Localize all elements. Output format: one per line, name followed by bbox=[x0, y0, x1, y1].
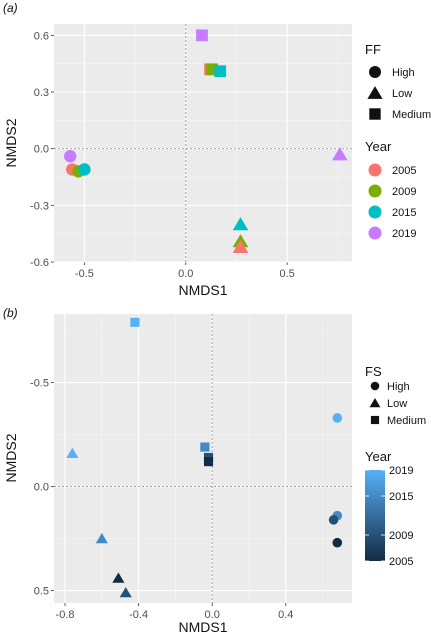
x-tick-label: -0.5 bbox=[75, 268, 94, 280]
x-axis-label: NMDS1 bbox=[178, 619, 227, 635]
legend-key bbox=[370, 415, 380, 425]
plot-background bbox=[54, 24, 352, 262]
chart-panel-b: -0.8 -0.4 0.0 0.4 -0.5 0.0 0.5 NMDS1 NMDS2 (b) FS H… bbox=[3, 306, 426, 635]
panel-label: (a) bbox=[3, 1, 18, 15]
legend-key bbox=[369, 108, 381, 120]
shape-legend-title: FS bbox=[365, 364, 382, 379]
data-point bbox=[332, 413, 343, 423]
data-point bbox=[112, 572, 125, 583]
color-bar-label: 2019 bbox=[389, 465, 413, 477]
y-tick-label: -0.6 bbox=[30, 257, 49, 269]
data-point bbox=[66, 447, 79, 458]
data-point bbox=[332, 537, 343, 548]
legend-label: 2015 bbox=[392, 207, 416, 219]
legend-key bbox=[370, 381, 380, 391]
legend-label: High bbox=[387, 381, 410, 393]
shape-legend-title: FF bbox=[365, 42, 381, 57]
legend-label: Medium bbox=[392, 109, 431, 121]
color-legend-title: Year bbox=[365, 139, 392, 154]
data-point bbox=[331, 147, 348, 161]
legend-key bbox=[368, 163, 382, 177]
y-tick-label: -0.5 bbox=[30, 378, 49, 390]
chart-panel-a: -0.5 0.0 0.5 -0.6 -0.3 0.0 0.3 0.6 NMDS1 NMDS2 (a)… bbox=[3, 1, 431, 298]
x-tick-label: -0.8 bbox=[56, 609, 75, 621]
plot-background bbox=[54, 314, 352, 603]
data-point bbox=[119, 587, 132, 598]
legend-label: 2019 bbox=[392, 228, 416, 240]
color-bar-label: 2005 bbox=[389, 556, 413, 568]
legend-key bbox=[369, 398, 381, 408]
color-bar-label: 2009 bbox=[389, 530, 413, 542]
y-tick-label: 0.0 bbox=[34, 144, 49, 156]
x-axis-label: NMDS1 bbox=[178, 282, 227, 298]
y-axis-label: NMDS2 bbox=[3, 433, 19, 482]
data-point bbox=[328, 515, 339, 525]
x-tick-label: -0.4 bbox=[129, 609, 148, 621]
data-point bbox=[200, 442, 210, 452]
data-point bbox=[232, 239, 249, 253]
legend-label: 2009 bbox=[392, 186, 416, 198]
legend-label: 2005 bbox=[392, 165, 416, 177]
y-axis-label: NMDS2 bbox=[3, 118, 19, 167]
y-tick-label: -0.3 bbox=[30, 200, 49, 212]
data-point bbox=[130, 317, 140, 327]
y-tick-label: 0.5 bbox=[34, 586, 49, 598]
data-point bbox=[206, 63, 219, 76]
legend-label: Medium bbox=[387, 415, 426, 427]
legend-key bbox=[368, 226, 382, 240]
x-tick-label: 0.0 bbox=[178, 268, 193, 280]
x-tick-label: 0.0 bbox=[205, 609, 220, 621]
data-point bbox=[232, 217, 249, 231]
legend-key bbox=[367, 86, 383, 99]
y-tick-label: 0.3 bbox=[34, 87, 49, 99]
legend-label: High bbox=[392, 67, 415, 79]
x-tick-label: 0.4 bbox=[278, 609, 293, 621]
y-tick-label: 0.6 bbox=[34, 30, 49, 42]
legend-label: Low bbox=[392, 88, 412, 100]
data-point bbox=[203, 457, 214, 467]
data-point bbox=[196, 29, 208, 42]
panel-label: (b) bbox=[3, 306, 18, 320]
legend-key bbox=[368, 205, 382, 219]
data-point bbox=[95, 533, 108, 544]
legend-label: Low bbox=[387, 398, 407, 410]
data-point bbox=[78, 163, 91, 176]
color-legend-title: Year bbox=[365, 449, 392, 464]
legend-key bbox=[368, 184, 382, 198]
x-tick-label: 0.5 bbox=[279, 268, 294, 280]
data-point bbox=[214, 65, 227, 78]
y-tick-label: 0.0 bbox=[34, 482, 49, 494]
data-point bbox=[64, 150, 77, 163]
color-bar bbox=[365, 470, 385, 561]
color-bar-label: 2015 bbox=[389, 491, 413, 503]
legend-key bbox=[369, 66, 381, 78]
